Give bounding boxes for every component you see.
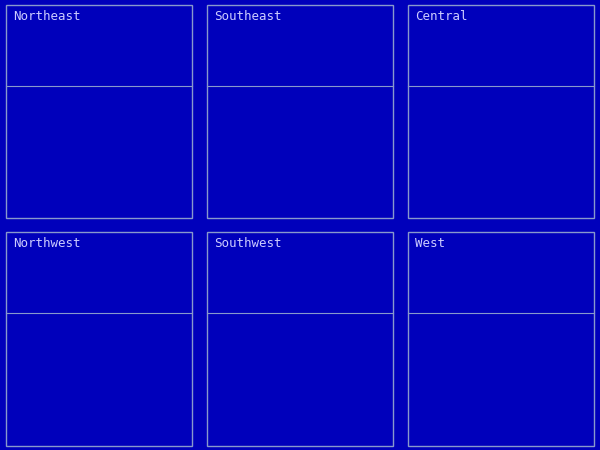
Bar	[103, 369, 124, 443]
Bar	[332, 102, 355, 216]
Bar	[74, 375, 95, 443]
Bar	[245, 389, 268, 443]
Text: Northeast: Northeast	[13, 10, 80, 23]
Bar	[446, 405, 469, 443]
Bar	[304, 122, 325, 216]
Bar	[362, 360, 383, 443]
Bar	[44, 155, 67, 216]
Text: Northwest: Northwest	[13, 237, 80, 250]
Bar	[476, 148, 497, 216]
Bar	[131, 151, 154, 216]
Bar	[74, 148, 95, 216]
Bar	[245, 178, 268, 216]
Bar	[131, 360, 154, 443]
Bar	[563, 345, 584, 443]
Bar	[304, 374, 325, 443]
Text: West: West	[415, 237, 445, 250]
Bar	[446, 140, 469, 216]
Text: Central: Central	[415, 10, 468, 23]
Bar	[16, 395, 37, 443]
Bar	[505, 155, 526, 216]
Bar	[533, 154, 556, 216]
Bar	[418, 133, 439, 216]
Bar	[103, 102, 124, 216]
Bar	[16, 171, 37, 216]
Text: Southwest: Southwest	[214, 237, 282, 250]
Bar	[533, 356, 556, 443]
Text: Southeast: Southeast	[214, 10, 282, 23]
Bar	[275, 379, 296, 443]
Bar	[418, 413, 439, 443]
Bar	[275, 143, 296, 216]
Bar	[563, 163, 584, 216]
Bar	[217, 395, 238, 443]
Bar	[217, 183, 238, 216]
Bar	[44, 389, 67, 443]
Bar	[161, 357, 182, 443]
Bar	[332, 364, 355, 443]
Bar	[505, 367, 526, 443]
Bar	[362, 125, 383, 216]
Bar	[476, 386, 497, 443]
Bar	[161, 158, 182, 216]
